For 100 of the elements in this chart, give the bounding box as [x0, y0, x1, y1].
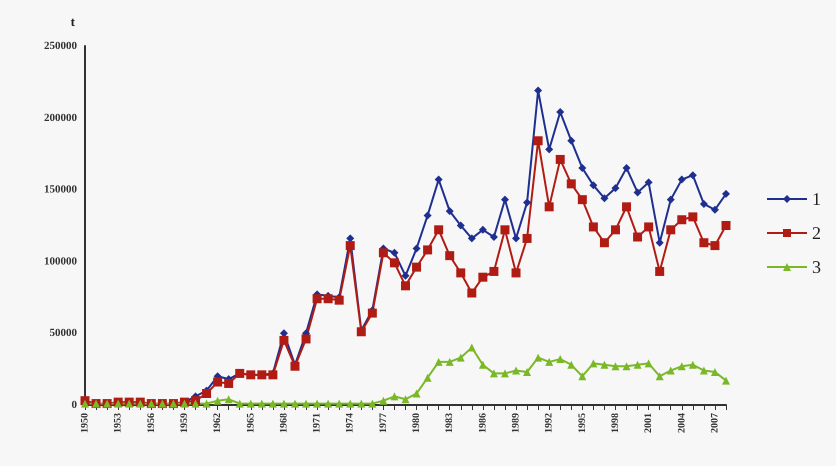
point [456, 268, 466, 278]
point [390, 392, 398, 400]
point [334, 296, 344, 305]
point [500, 196, 509, 204]
point [656, 372, 664, 380]
point [545, 358, 554, 366]
point [634, 360, 642, 369]
legend-label: 2 [812, 223, 821, 243]
legend-label: 3 [812, 257, 821, 277]
x-tick-label: 1953 [112, 413, 124, 433]
point [644, 359, 653, 368]
x-tick-label: 1956 [146, 413, 157, 433]
point [258, 400, 266, 408]
x-tick-label: 1974 [344, 413, 356, 433]
point [268, 400, 277, 408]
point [202, 389, 212, 398]
point [688, 212, 698, 222]
point [567, 136, 576, 145]
point [699, 238, 708, 248]
point [600, 360, 608, 369]
point [666, 366, 675, 375]
point [412, 390, 421, 398]
point [192, 400, 200, 408]
x-tick-label: 1962 [212, 413, 224, 433]
point [390, 258, 399, 268]
x-tick-label: 2007 [709, 413, 720, 433]
point [290, 400, 299, 408]
point [390, 248, 398, 257]
point [478, 226, 487, 234]
point [224, 395, 233, 404]
point [423, 245, 432, 254]
point [666, 196, 675, 204]
point [567, 360, 576, 369]
point [611, 184, 620, 192]
y-tick-label: 50000 [50, 327, 78, 340]
point [678, 362, 686, 370]
point [633, 232, 642, 242]
point [346, 241, 355, 250]
point [556, 154, 565, 164]
point [302, 400, 310, 408]
point [456, 222, 465, 230]
point [512, 366, 520, 375]
point [566, 179, 576, 188]
x-tick-label: 1992 [544, 413, 555, 433]
y-axis-title: t [70, 14, 76, 29]
point [600, 238, 609, 248]
point [710, 241, 720, 250]
y-tick-label: 250000 [44, 40, 78, 52]
point [445, 251, 454, 260]
point [700, 366, 708, 375]
point [478, 272, 488, 282]
x-tick-label: 1950 [80, 413, 90, 433]
point [302, 334, 311, 344]
point [622, 362, 631, 370]
point [412, 244, 421, 252]
point [279, 336, 288, 345]
point [500, 225, 510, 234]
point [634, 188, 642, 196]
point [468, 234, 476, 242]
point [434, 176, 443, 184]
point [644, 178, 653, 186]
point [622, 202, 632, 212]
point [312, 294, 322, 304]
x-tick-label: 1995 [576, 413, 588, 433]
x-tick-label: 1989 [510, 413, 522, 433]
x-tick-label: 2004 [676, 413, 688, 433]
point [489, 266, 498, 276]
point [378, 248, 388, 258]
point [523, 198, 532, 207]
x-tick-label: 1980 [411, 413, 422, 433]
point [688, 360, 697, 369]
point [324, 400, 332, 408]
point [534, 354, 542, 362]
point [424, 211, 432, 220]
point [710, 206, 719, 214]
point [523, 368, 532, 376]
point [512, 234, 520, 242]
point [600, 194, 608, 202]
point [544, 202, 554, 212]
point [611, 362, 620, 370]
x-tick-label: 1971 [312, 413, 323, 433]
y-tick-label: 100000 [44, 255, 78, 268]
point [213, 378, 222, 387]
point [368, 308, 377, 318]
point [700, 200, 708, 208]
point [722, 221, 730, 230]
point [722, 190, 730, 198]
point [722, 376, 730, 385]
point [644, 222, 654, 232]
point [81, 400, 89, 408]
x-tick-label: 1968 [278, 413, 290, 433]
point [622, 164, 631, 172]
point [424, 374, 432, 382]
point [246, 400, 255, 408]
point [678, 176, 686, 184]
point [710, 368, 719, 376]
point [346, 400, 354, 408]
point [401, 281, 410, 290]
point [335, 400, 344, 408]
point [434, 225, 444, 234]
